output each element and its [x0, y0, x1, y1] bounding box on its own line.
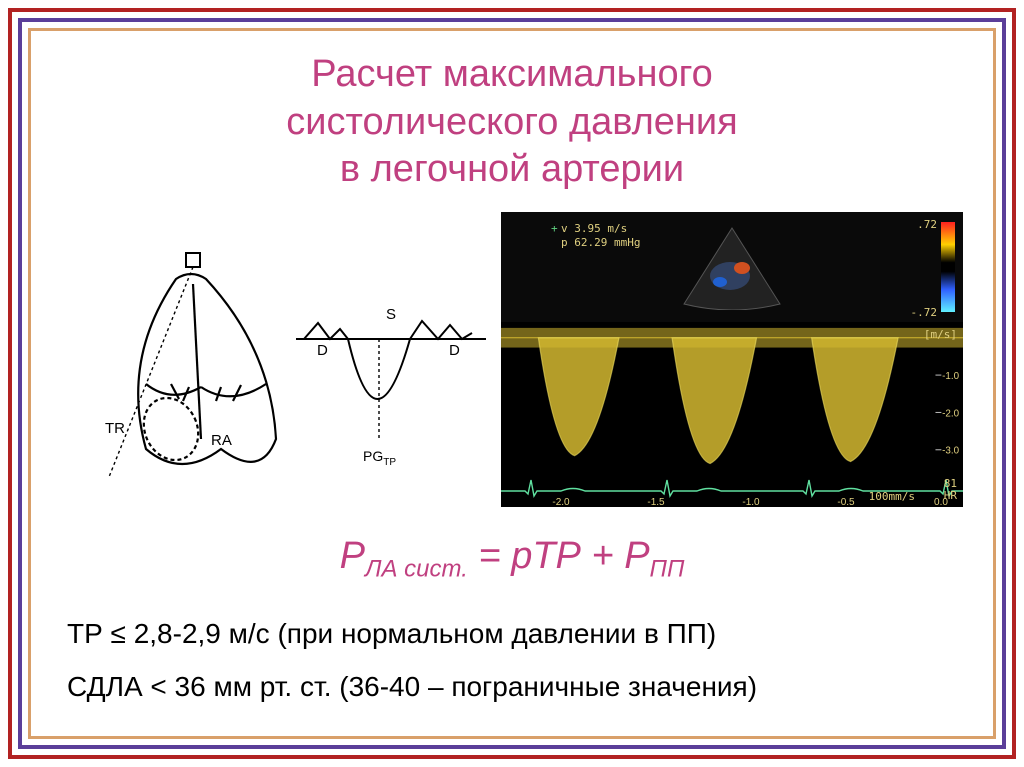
colorbar: [941, 222, 955, 312]
cross-icon: +: [551, 222, 558, 235]
us-v: v 3.95 m/s: [561, 222, 627, 235]
svg-text:-1.0: -1.0: [742, 497, 760, 507]
doppler-spectrum: -1.0 -2.0 -3.0: [501, 322, 963, 474]
f-lhs: Р: [340, 535, 365, 577]
cb-top: .72: [917, 218, 937, 231]
slide-title: Расчет максимального систолического давл…: [61, 51, 963, 194]
content-row: TR RA: [61, 212, 963, 507]
label-tr: TR: [105, 420, 125, 437]
title-line-2: систолического давления: [286, 101, 737, 143]
ultrasound-panel: .72 -.72 v 3.95 m/s p 62.29 mmHg + -1.0-…: [501, 212, 963, 507]
label-d2: D: [449, 342, 460, 359]
y-unit: [m/s]: [924, 328, 957, 341]
inner-frame: Расчет максимального систолического давл…: [28, 28, 996, 739]
svg-text:-3.0: -3.0: [942, 445, 959, 456]
title-line-1: Расчет максимального: [311, 53, 712, 95]
mid-frame: Расчет максимального систолического давл…: [18, 18, 1006, 749]
label-ra: RA: [211, 432, 232, 449]
us-top-region: .72 -.72 v 3.95 m/s p 62.29 mmHg +: [501, 212, 963, 322]
label-d1: D: [317, 342, 328, 359]
echo-sector: [672, 220, 792, 310]
us-p: p 62.29 mmHg: [561, 236, 640, 249]
outer-frame: Расчет максимального систолического давл…: [8, 8, 1016, 759]
speed-label: 100mm/s: [869, 490, 915, 503]
cb-bottom: -.72: [911, 306, 938, 319]
f-lhs-sub: ЛА сист.: [365, 555, 468, 582]
svg-text:-0.5: -0.5: [837, 497, 855, 507]
svg-text:-1.5: -1.5: [647, 497, 665, 507]
title-line-3: в легочной артерии: [340, 148, 684, 190]
svg-text:-2.0: -2.0: [552, 497, 570, 507]
svg-text:-1.0: -1.0: [942, 371, 959, 382]
hr-label: 81 HR: [944, 478, 957, 502]
heart-svg: TR RA: [61, 229, 491, 489]
f-rhs-sub: ПП: [650, 555, 685, 582]
svg-text:-2.0: -2.0: [942, 408, 959, 419]
heart-schematic: TR RA: [61, 229, 491, 489]
note-2: СДЛА < 36 мм рт. ст. (36-40 – пограничны…: [67, 660, 963, 713]
label-pg: PGTP: [363, 448, 396, 468]
note-1: ТР ≤ 2,8-2,9 м/с (при нормальном давлени…: [67, 607, 963, 660]
formula: РЛА сист. = рТР + РПП: [61, 535, 963, 584]
notes-block: ТР ≤ 2,8-2,9 м/с (при нормальном давлени…: [61, 607, 963, 713]
label-s: S: [386, 306, 396, 323]
f-eq: = рТР + Р: [468, 535, 650, 577]
